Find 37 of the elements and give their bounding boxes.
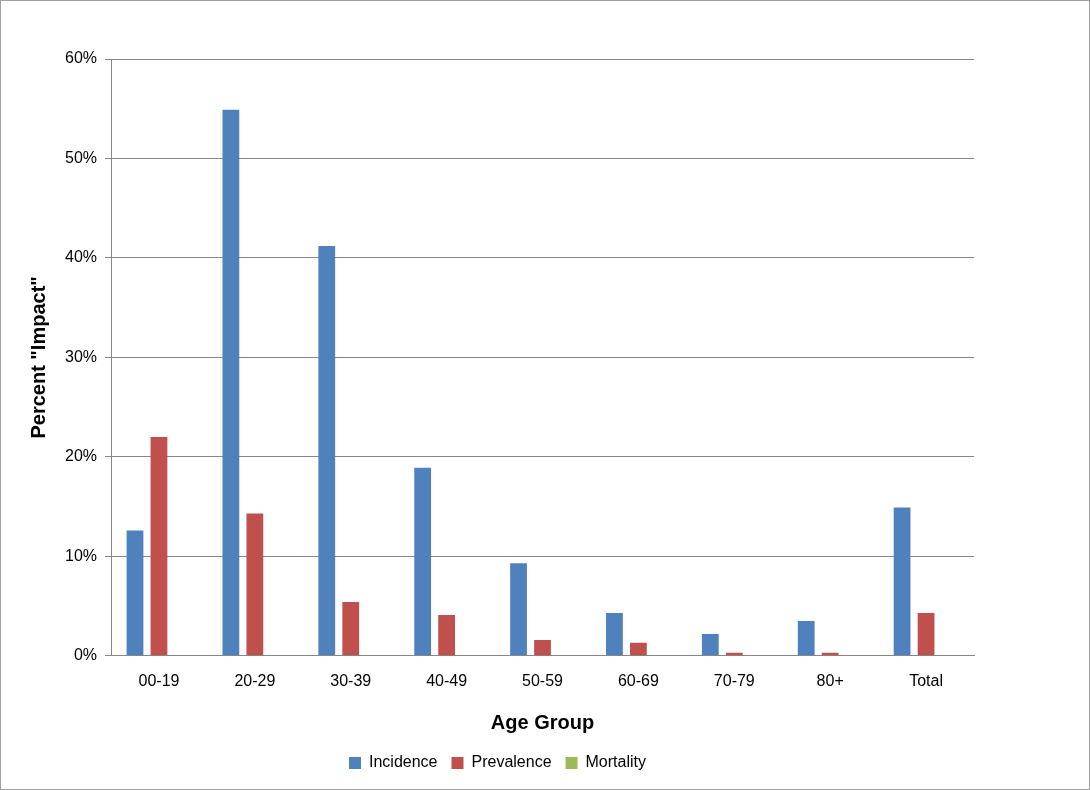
bar — [893, 507, 911, 656]
x-tick-label: 60-69 — [617, 671, 659, 689]
x-tick-label: 20-29 — [234, 671, 276, 689]
bar — [126, 530, 144, 656]
x-tick-label: 00-19 — [138, 671, 180, 689]
bar — [606, 613, 623, 656]
y-tick-label: 0% — [73, 646, 98, 664]
bar — [414, 467, 432, 656]
y-tick-label: 50% — [64, 148, 98, 166]
legend-label: Mortality — [585, 753, 646, 771]
legend-label: Prevalence — [471, 753, 552, 771]
bar — [917, 613, 935, 656]
y-tick-label: 60% — [64, 49, 98, 67]
bar — [342, 602, 360, 656]
bar — [510, 563, 527, 656]
y-tick-label: 30% — [64, 347, 98, 365]
x-tick-label: 30-39 — [330, 671, 372, 689]
bar — [438, 615, 456, 656]
x-tick-label: 70-79 — [713, 671, 755, 689]
bar — [534, 639, 551, 656]
bar — [701, 633, 719, 656]
x-axis-title: Age Group — [490, 710, 595, 733]
bar — [222, 109, 240, 656]
bar — [318, 246, 336, 656]
x-tick-label: 80+ — [816, 671, 844, 689]
legend-label: Incidence — [369, 753, 438, 771]
bar — [630, 642, 647, 656]
bar — [246, 513, 264, 656]
y-axis-title: Percent "Impact" — [26, 276, 49, 439]
y-tick-label: 10% — [64, 546, 98, 564]
x-tick-label: 40-49 — [426, 671, 468, 689]
y-tick-label: 40% — [64, 248, 98, 266]
bar — [797, 620, 815, 656]
y-tick-label: 20% — [64, 447, 98, 465]
x-tick-label: Total — [909, 671, 943, 689]
bar — [150, 436, 168, 656]
x-tick-label: 50-59 — [522, 671, 564, 689]
